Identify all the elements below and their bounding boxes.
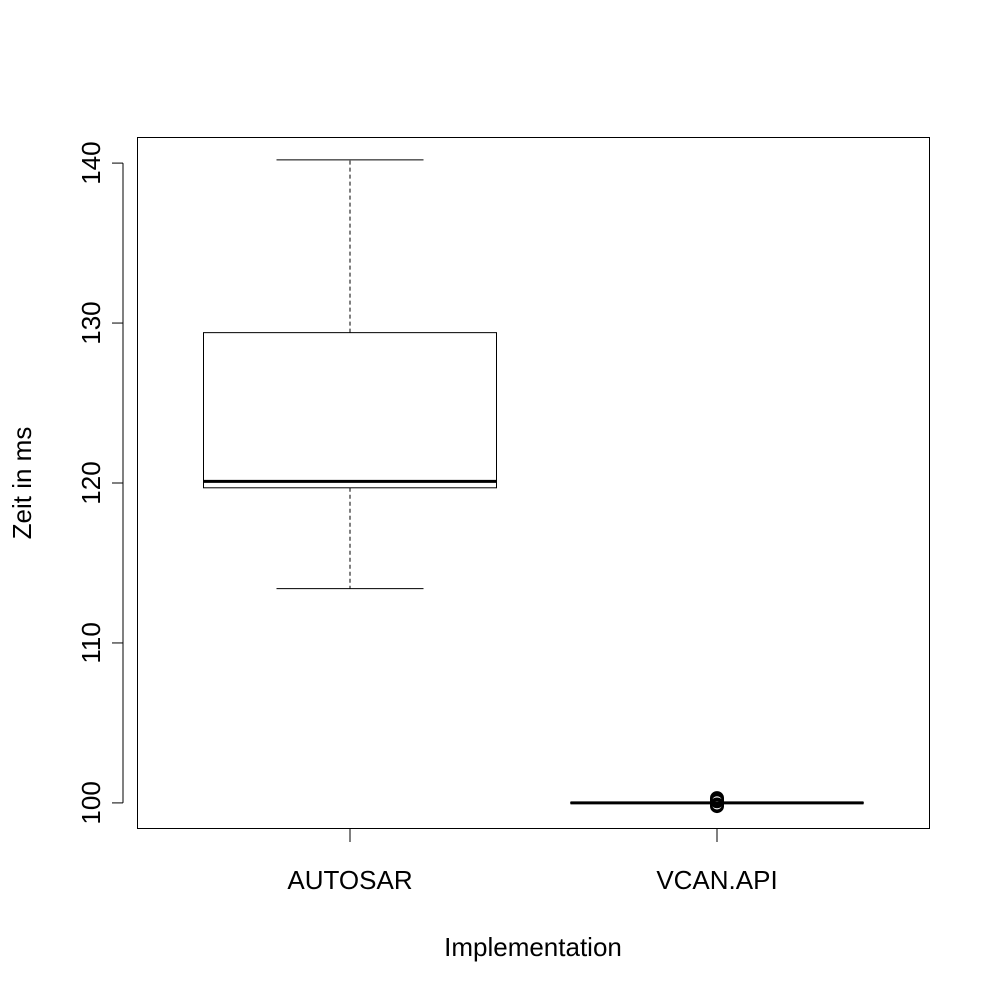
x-tick-label: AUTOSAR	[287, 865, 412, 895]
x-tick-label: VCAN.API	[656, 865, 777, 895]
x-axis-label: Implementation	[444, 932, 622, 962]
y-tick-label: 130	[76, 301, 106, 344]
box-iqr	[203, 332, 497, 489]
y-tick-label: 100	[76, 781, 106, 824]
y-axis: 100 110 120 130 140	[76, 141, 124, 825]
x-axis: AUTOSAR VCAN.API	[287, 828, 778, 895]
y-axis-label: Zeit in ms	[7, 427, 37, 540]
box-group	[570, 791, 864, 814]
box-marks	[203, 159, 864, 814]
plot-frame	[137, 137, 930, 829]
y-tick-label: 140	[76, 141, 106, 184]
outlier-point	[710, 799, 724, 814]
y-tick-label: 110	[76, 622, 106, 663]
box-group	[203, 159, 497, 590]
y-tick-label: 120	[76, 461, 106, 504]
